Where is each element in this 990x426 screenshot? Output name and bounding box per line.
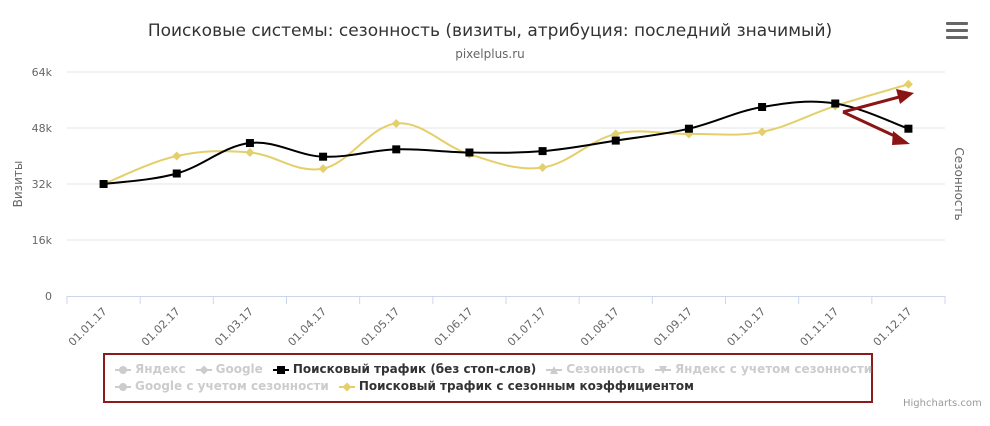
x-tick-label: 01.01.17: [66, 305, 110, 349]
data-point-traffic[interactable]: [904, 124, 913, 133]
data-point-seasonal-traffic[interactable]: [391, 118, 401, 128]
x-tick-label: 01.10.17: [724, 305, 768, 349]
grid-lines: [67, 71, 945, 241]
x-tick-label: 01.06.17: [432, 305, 476, 349]
legend-item[interactable]: Google с учетом сезонности: [115, 379, 329, 393]
series-line-traffic: [103, 100, 909, 185]
data-point-seasonal-traffic[interactable]: [538, 163, 548, 173]
data-point-seasonal-traffic[interactable]: [903, 79, 913, 89]
y-axis-label-left: Визиты: [11, 161, 25, 208]
chart-menu-button[interactable]: [944, 22, 970, 44]
annotation-arrow-down: [842, 110, 900, 140]
x-tick-label: 01.11.17: [798, 305, 842, 349]
series-layer: [99, 79, 913, 189]
legend-item[interactable]: Яндекс с учетом сезонности: [654, 362, 873, 376]
legend-marker-icon: [342, 381, 352, 392]
legend-item-label: Поисковый трафик (без стоп-слов): [292, 362, 537, 376]
annotation-arrows: [842, 89, 914, 145]
diamond-marker-icon: [338, 381, 355, 392]
legend-item-label: Поисковый трафик с сезонным коэффициенто…: [358, 379, 694, 393]
annotation-arrowhead-down: [892, 131, 910, 145]
y-tick-label: 64k: [32, 66, 53, 79]
data-point-seasonal-traffic[interactable]: [245, 148, 255, 157]
y-axis-label-right: Сезонность: [952, 147, 966, 220]
data-point-seasonal-traffic[interactable]: [757, 127, 767, 137]
credits-link[interactable]: Highcharts.com: [903, 398, 982, 409]
triangle-marker-icon: [546, 365, 563, 375]
legend-marker-icon: [119, 365, 127, 374]
data-point-traffic[interactable]: [758, 103, 767, 111]
y-tick-labels: 0 16k 32k 48k 64k: [32, 66, 53, 303]
x-tick-label: 01.07.17: [505, 305, 549, 349]
y-tick-label: 0: [45, 290, 52, 303]
legend-row: Яндекс Google Поисковый трафик (без стоп-с…: [115, 362, 882, 380]
circle-marker-icon: [115, 382, 131, 392]
legend-marker-icon: [658, 365, 667, 374]
data-point-traffic[interactable]: [538, 147, 547, 156]
data-point-seasonal-traffic[interactable]: [318, 164, 328, 174]
x-tick-label: 01.09.17: [651, 305, 695, 349]
x-tick-label: 01.04.17: [285, 305, 329, 349]
chart-subtitle: pixelplus.ru: [455, 47, 525, 61]
annotation-arrow-up: [842, 94, 904, 114]
legend-item-label: Яндекс: [135, 362, 186, 376]
data-point-traffic[interactable]: [611, 136, 620, 145]
legend-item[interactable]: Яндекс: [115, 362, 186, 376]
x-tick-label: 01.05.17: [359, 305, 403, 349]
legend-item-label: Яндекс с учетом сезонности: [674, 362, 873, 376]
x-tick-label: 01.12.17: [871, 305, 915, 349]
y-tick-label: 48k: [32, 122, 53, 135]
data-point-traffic[interactable]: [99, 180, 108, 188]
square-marker-icon: [272, 365, 289, 375]
legend-item-label: Google с учетом сезонности: [135, 379, 329, 393]
annotation-arrowhead-up: [896, 89, 914, 104]
data-point-traffic[interactable]: [172, 169, 181, 178]
legend-marker-icon: [276, 365, 285, 374]
legend-marker-icon: [550, 365, 559, 374]
data-point-traffic[interactable]: [831, 99, 840, 108]
x-tick-label: 01.08.17: [578, 305, 622, 349]
data-point-traffic[interactable]: [319, 152, 328, 161]
x-axis: 01.01.17 01.02.17 01.03.17 01.04.17 01.05.17…: [66, 296, 946, 349]
data-point-seasonal-traffic[interactable]: [172, 151, 182, 161]
data-point-traffic[interactable]: [245, 139, 254, 148]
data-point-seasonal-traffic[interactable]: [611, 129, 621, 139]
series-line-seasonal-traffic: [103, 83, 909, 185]
legend-item[interactable]: Google: [195, 362, 263, 376]
legend-item[interactable]: Поисковый трафик (без стоп-слов): [272, 362, 537, 376]
data-point-traffic[interactable]: [392, 145, 401, 154]
legend-marker-icon: [119, 382, 127, 391]
legend-item[interactable]: Поисковый трафик с сезонным коэффициенто…: [338, 379, 694, 393]
data-point-traffic[interactable]: [684, 124, 693, 133]
triangle-down-marker-icon: [654, 365, 671, 375]
legend-row: Google с учетом сезонности Поисковый траф…: [115, 379, 704, 397]
x-tick-label: 01.03.17: [212, 305, 256, 349]
hamburger-menu-icon: [946, 22, 968, 25]
circle-marker-icon: [115, 365, 131, 375]
chart-title: Поисковые системы: сезонность (визиты, а…: [148, 21, 832, 41]
hamburger-menu-icon-bar: [946, 29, 968, 32]
legend-item-label: Google: [215, 362, 263, 376]
y-tick-label: 32k: [32, 178, 53, 191]
diamond-marker-icon: [195, 364, 212, 375]
x-tick-label: 01.02.17: [139, 305, 183, 349]
data-point-traffic[interactable]: [465, 148, 474, 157]
legend-item-label: Сезонность: [566, 362, 645, 376]
y-tick-label: 16k: [32, 234, 53, 247]
hamburger-menu-icon-bar: [946, 36, 968, 39]
legend-marker-icon: [199, 364, 209, 375]
chart-legend: Яндекс Google Поисковый трафик (без стоп-с…: [103, 353, 873, 403]
legend-item[interactable]: Сезонность: [546, 362, 645, 376]
